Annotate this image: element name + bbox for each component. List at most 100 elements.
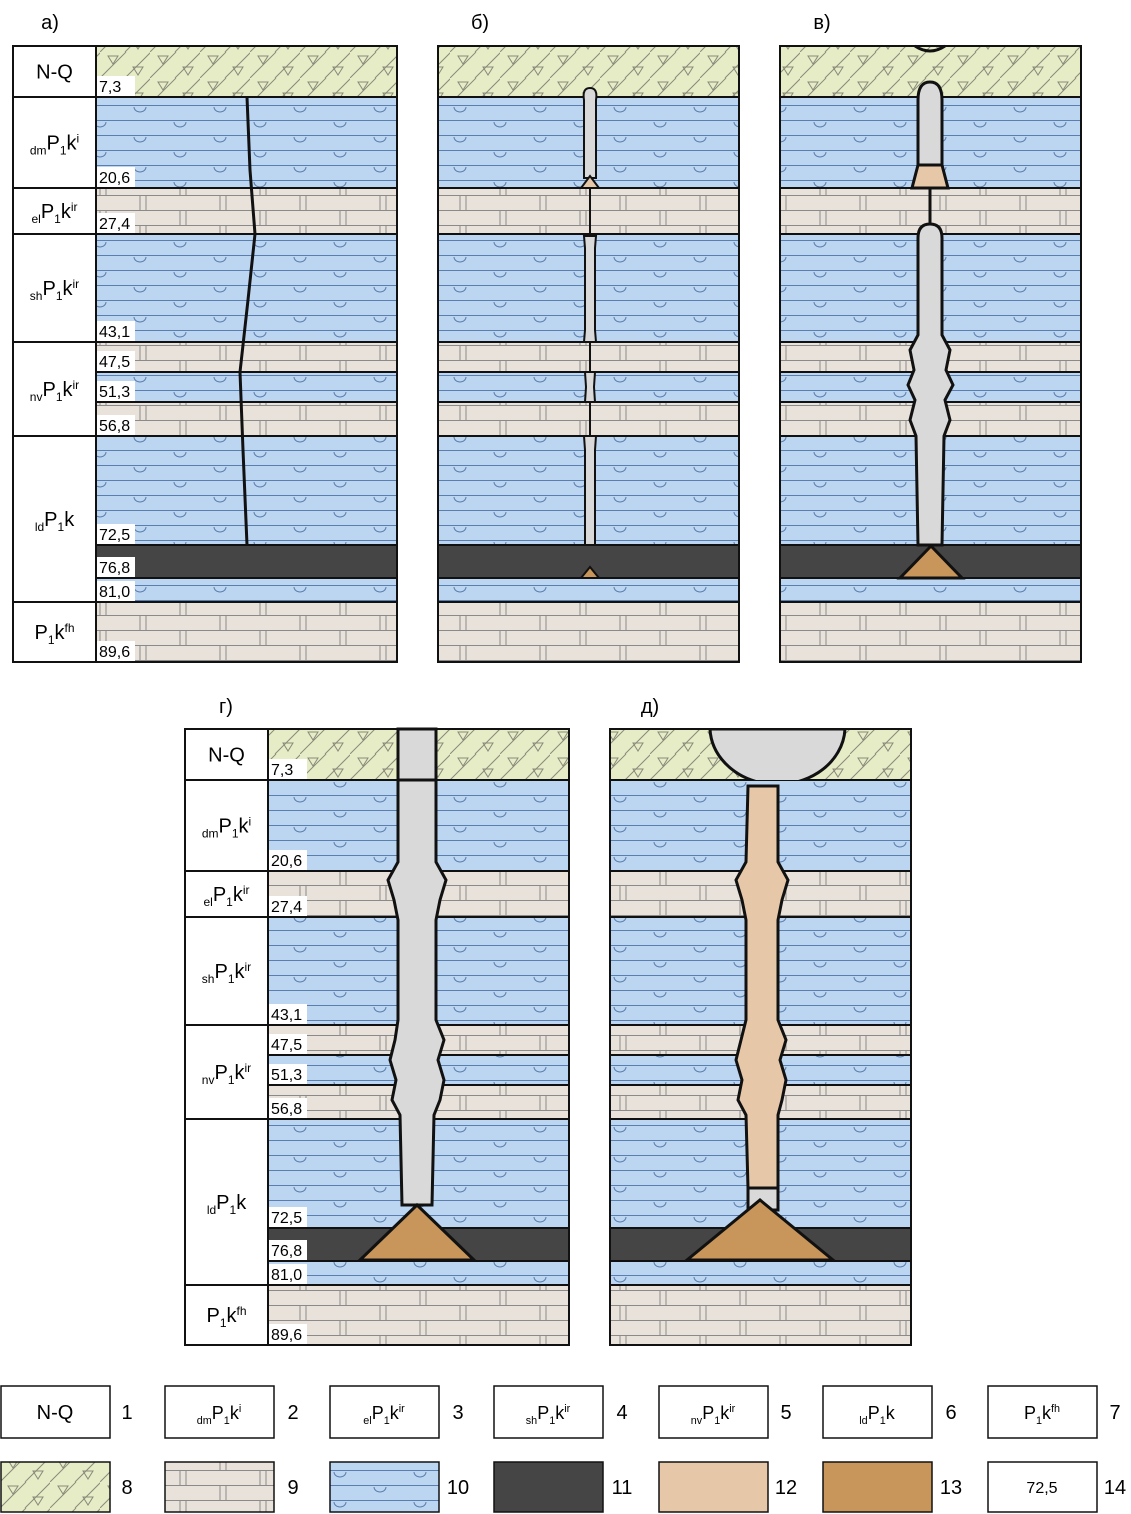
legend-number: 12: [775, 1477, 797, 1499]
legend-swatch: [659, 1462, 768, 1512]
formation-part: ld: [207, 1203, 216, 1217]
depth-label: 56,8: [271, 1101, 302, 1118]
formation-part: el: [31, 212, 40, 226]
formation-part: el: [203, 895, 212, 909]
formation-part: nv: [30, 390, 43, 404]
formation-part: k: [64, 509, 75, 531]
formation-part: P: [218, 816, 231, 838]
stratum: [780, 578, 1081, 602]
depth-label: 76,8: [99, 560, 130, 577]
stratum: [96, 578, 397, 602]
formation-part: P: [206, 1305, 219, 1327]
depth-label: 20,6: [99, 170, 130, 187]
stratum: [268, 1261, 569, 1285]
stratum: [610, 1285, 911, 1345]
formation-part: P: [34, 622, 47, 644]
formation-part: P: [214, 1062, 227, 1084]
formation-part: N-Q: [36, 62, 73, 84]
formation-part: ld: [859, 1415, 867, 1427]
formation-part: nv: [202, 1073, 215, 1087]
formation-part: P: [42, 278, 55, 300]
depth-label: 76,8: [271, 1243, 302, 1260]
formation-part: P: [44, 509, 57, 531]
legend-number: 2: [287, 1402, 298, 1424]
formation-part: P: [41, 201, 54, 223]
depth-label: 7,3: [99, 79, 121, 96]
panel-label: г): [219, 696, 233, 718]
formation-part: P: [1024, 1403, 1036, 1423]
formation-part: ld: [35, 520, 44, 534]
formation-part: i: [77, 132, 80, 146]
stratum: [780, 602, 1081, 662]
formation-part: nv: [691, 1415, 703, 1427]
legend-swatch: [823, 1462, 932, 1512]
depth-label: 51,3: [271, 1067, 302, 1084]
formation-part: sh: [526, 1415, 537, 1427]
formation-part: P: [212, 1403, 224, 1423]
formation-part: sh: [30, 289, 43, 303]
stratum: [96, 602, 397, 662]
formation-cell: [185, 871, 268, 917]
formation-part: P: [537, 1403, 549, 1423]
formation-part: ir: [564, 1403, 570, 1415]
legend-number: 3: [452, 1402, 463, 1424]
depth-label: 43,1: [99, 324, 130, 341]
depth-label: 89,6: [99, 644, 130, 661]
formation-part: dm: [197, 1415, 212, 1427]
legend-number: 5: [780, 1402, 791, 1424]
formation-part: i: [239, 1403, 241, 1415]
formation-part: N-Q: [208, 745, 245, 767]
formation-part: ir: [243, 883, 250, 897]
formation-part: N-Q: [37, 1402, 74, 1424]
panel-label: в): [813, 12, 830, 34]
depth-label: 72,5: [271, 1210, 302, 1227]
formation-cell: [13, 188, 96, 234]
formation-part: k: [236, 1192, 247, 1214]
depth-label: 56,8: [99, 418, 130, 435]
legend-number: 9: [287, 1477, 298, 1499]
legend-number: 10: [447, 1477, 469, 1499]
legend-number: 6: [945, 1402, 956, 1424]
formation-part: P: [702, 1403, 714, 1423]
formation-part: P: [868, 1403, 880, 1423]
stratum: [438, 602, 739, 662]
formation-label: N-Q: [37, 1402, 74, 1424]
stratum: [438, 188, 739, 234]
depth-label: 20,6: [271, 853, 302, 870]
formation-label: N-Q: [208, 745, 245, 767]
formation-part: fh: [237, 1304, 247, 1318]
stratum: [438, 578, 739, 602]
formation-part: ir: [399, 1403, 405, 1415]
depth-label: 81,0: [271, 1267, 302, 1284]
legend-swatch: [494, 1462, 603, 1512]
formation-part: P: [46, 133, 59, 155]
depth-label: 27,4: [99, 216, 130, 233]
formation-part: dm: [30, 144, 47, 158]
legend-swatch: [165, 1462, 274, 1512]
stratum: [438, 342, 739, 372]
stratum: [96, 545, 397, 578]
depth-label: 51,3: [99, 384, 130, 401]
formation-part: ir: [245, 960, 252, 974]
formation-part: fh: [1051, 1403, 1060, 1415]
depth-label: 47,5: [271, 1037, 302, 1054]
stratum: [96, 342, 397, 372]
formation-part: P: [42, 379, 55, 401]
legend-number: 4: [616, 1402, 627, 1424]
stratum: [96, 372, 397, 402]
formation-part: P: [213, 884, 226, 906]
stratum: [438, 402, 739, 436]
legend-number: 7: [1109, 1402, 1120, 1424]
formation-part: sh: [202, 972, 215, 986]
formation-part: ir: [71, 200, 78, 214]
panel-label: б): [471, 12, 489, 34]
stratum: [96, 188, 397, 234]
legend-box: [330, 1386, 439, 1438]
depth-label: 43,1: [271, 1007, 302, 1024]
formation-part: k: [886, 1403, 896, 1423]
depth-label: 27,4: [271, 899, 302, 916]
panel-label: д): [641, 696, 659, 718]
legend-number: 8: [121, 1477, 132, 1499]
depth-label: 7,3: [271, 762, 293, 779]
formation-part: dm: [202, 827, 219, 841]
